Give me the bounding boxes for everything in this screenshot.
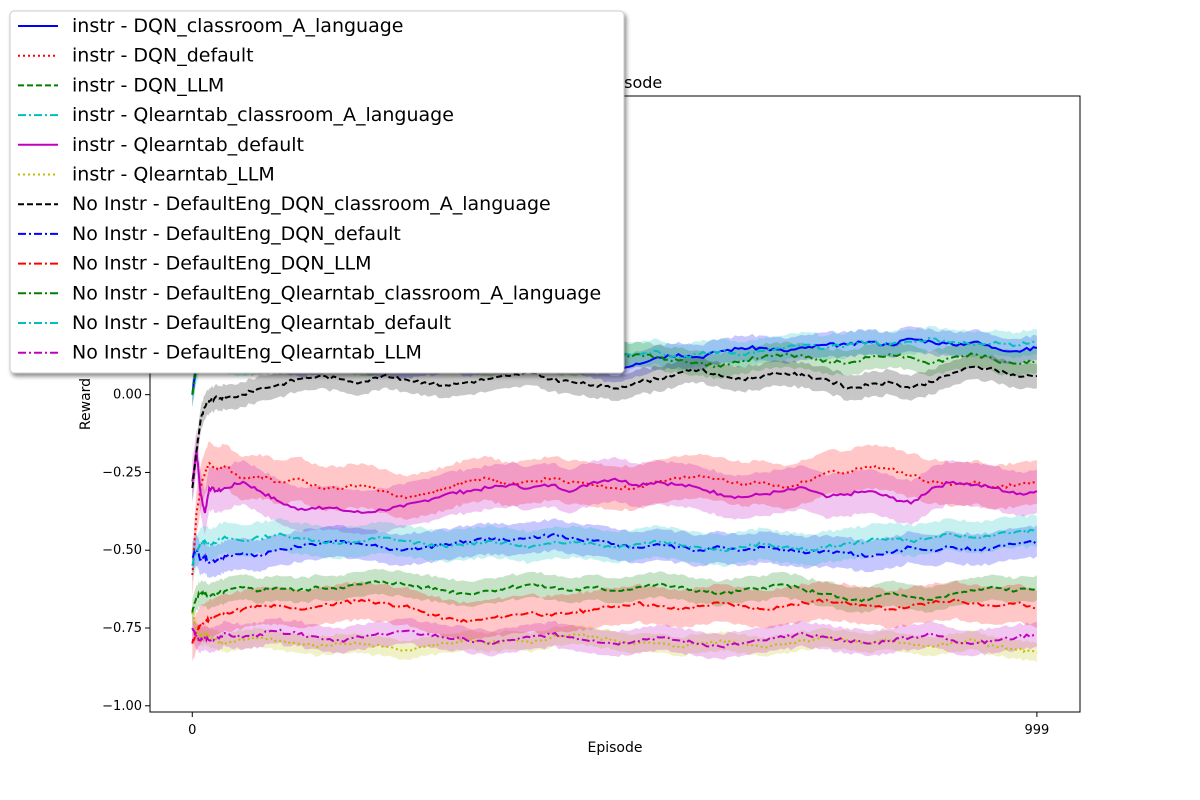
legend-label: instr - Qlearntab_LLM [72, 164, 275, 186]
legend-label: No Instr - DefaultEng_DQN_classroom_A_la… [72, 193, 551, 215]
legend-box [9, 10, 625, 374]
series-line-11 [191, 528, 1038, 567]
series-line-4 [191, 336, 1037, 395]
legend-label: instr - Qlearntab_default [72, 134, 304, 156]
series-line-3 [191, 580, 1038, 613]
y-tick-label: −0.25 [102, 465, 142, 480]
legend-label: No Instr - DefaultEng_Qlearntab_classroo… [72, 282, 601, 304]
x-tick-label: 999 [1024, 723, 1049, 738]
legend-label: instr - DQN_default [72, 45, 254, 67]
x-axis-label: Episode [588, 740, 643, 756]
axis-ticks: −1.00 −0.75 −0.50 −0.25 0.00 0 999 [102, 388, 1049, 738]
y-tick-label: −0.75 [102, 621, 142, 636]
series-line-7 [191, 365, 1037, 489]
legend-label: No Instr - DefaultEng_DQN_LLM [72, 253, 372, 275]
legend-label: No Instr - DefaultEng_Qlearntab_LLM [72, 342, 422, 364]
series-line-8 [191, 532, 1038, 565]
confidence-bands [192, 325, 1037, 663]
series-line-5 [191, 450, 1038, 514]
band-6 [192, 603, 1037, 663]
legend-label: instr - DQN_classroom_A_language [72, 15, 404, 37]
band-5 [192, 428, 1037, 535]
series-line-9 [191, 597, 1038, 644]
band-9 [192, 580, 1037, 663]
legend-label: instr - DQN_LLM [72, 74, 224, 96]
legend-label: No Instr - DefaultEng_Qlearntab_default [72, 312, 451, 334]
band-12 [192, 615, 1037, 660]
series-line-2 [191, 461, 1038, 576]
y-axis-label: Reward [78, 378, 94, 430]
y-tick-label: 0.00 [113, 388, 142, 403]
legend-label: instr - Qlearntab_classroom_A_language [72, 104, 454, 126]
y-tick-label: −0.50 [102, 543, 142, 558]
band-8 [192, 518, 1037, 579]
y-tick-label: −1.00 [102, 699, 142, 714]
band-7 [192, 354, 1037, 501]
band-3 [192, 568, 1037, 625]
legend-label: No Instr - DefaultEng_DQN_default [72, 223, 401, 245]
band-2 [192, 441, 1037, 597]
series-line-12 [191, 627, 1038, 649]
x-tick-label: 0 [188, 723, 196, 738]
